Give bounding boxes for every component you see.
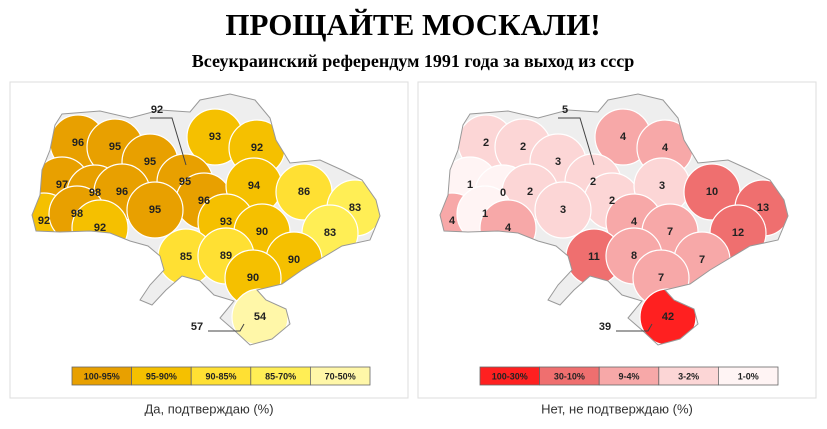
region-label: 0 — [500, 187, 506, 199]
legend-label: 3-2% — [678, 371, 699, 381]
region-label: 54 — [254, 311, 267, 323]
region-label: 4 — [449, 215, 456, 227]
legend-label: 30-10% — [554, 371, 585, 381]
region-label: 92 — [251, 142, 263, 154]
legend-swatch — [309, 366, 371, 386]
region-label: 2 — [520, 141, 526, 153]
region-label: 85 — [180, 251, 192, 263]
region-label: 3 — [659, 180, 665, 192]
region-label: 12 — [732, 227, 744, 239]
legend-label: 9-4% — [618, 371, 639, 381]
region-label: 98 — [89, 187, 101, 199]
region — [126, 181, 184, 239]
region-label: 2 — [590, 176, 596, 188]
callout-line — [616, 323, 653, 332]
region-label: 13 — [757, 202, 769, 214]
region-label: 97 — [56, 179, 68, 191]
region-label: 4 — [505, 222, 512, 234]
region-label: 95 — [109, 141, 121, 153]
region-label: 90 — [256, 226, 268, 238]
region-label: 2 — [527, 186, 533, 198]
region-label: 96 — [72, 137, 84, 149]
region-label: 10 — [706, 186, 718, 198]
region-label: 86 — [298, 186, 310, 198]
region-label: 4 — [662, 142, 669, 154]
region-label: 89 — [220, 250, 232, 262]
legend-label: 95-90% — [146, 371, 177, 381]
region-label: 3 — [560, 204, 566, 216]
page-subtitle: Всеукраинский референдум 1991 года за вы… — [192, 51, 634, 71]
callout-label: 92 — [151, 104, 163, 116]
region-label: 90 — [288, 254, 300, 266]
legend-label: 100-30% — [492, 371, 528, 381]
map-caption: Нет, не подтверждаю (%) — [541, 401, 693, 416]
region-label: 96 — [116, 186, 128, 198]
region-label: 83 — [349, 202, 361, 214]
region-label: 95 — [179, 176, 191, 188]
region-label: 2 — [609, 195, 615, 207]
callout-label: 57 — [191, 321, 203, 333]
region-label: 93 — [220, 216, 232, 228]
region-label: 95 — [144, 156, 156, 168]
region-label: 83 — [324, 227, 336, 239]
legend-swatch — [717, 366, 779, 386]
region-label: 4 — [631, 216, 638, 228]
region-label: 7 — [667, 226, 673, 238]
region-label: 94 — [248, 180, 261, 192]
callout-label: 5 — [562, 104, 568, 116]
region-label: 11 — [588, 251, 600, 263]
region-label: 1 — [467, 179, 473, 191]
region-label: 42 — [662, 311, 674, 323]
legend-label: 85-70% — [265, 371, 296, 381]
region-label: 95 — [149, 204, 161, 216]
region-label: 3 — [555, 156, 561, 168]
callout-line — [208, 323, 245, 332]
region-label: 92 — [94, 222, 106, 234]
region-label: 90 — [247, 272, 259, 284]
region-label: 2 — [483, 137, 489, 149]
region-label: 8 — [631, 250, 637, 262]
region-label: 92 — [38, 215, 50, 227]
legend-label: 70-50% — [325, 371, 356, 381]
region-label: 96 — [198, 195, 210, 207]
legend-label: 1-0% — [738, 371, 759, 381]
legend-label: 100-95% — [84, 371, 120, 381]
legend-label: 90-85% — [205, 371, 236, 381]
region — [534, 181, 592, 239]
page-title: ПРОЩАЙТЕ МОСКАЛИ! — [225, 7, 600, 42]
region-label: 93 — [209, 131, 221, 143]
callout-line — [150, 117, 187, 166]
region-label: 98 — [71, 208, 83, 220]
region-label: 7 — [699, 254, 705, 266]
region-label: 4 — [620, 131, 627, 143]
region-label: 1 — [482, 208, 488, 220]
callout-line — [558, 117, 595, 166]
region-label: 7 — [658, 272, 664, 284]
callout-label: 39 — [599, 321, 611, 333]
map-caption: Да, подтверждаю (%) — [144, 401, 273, 416]
